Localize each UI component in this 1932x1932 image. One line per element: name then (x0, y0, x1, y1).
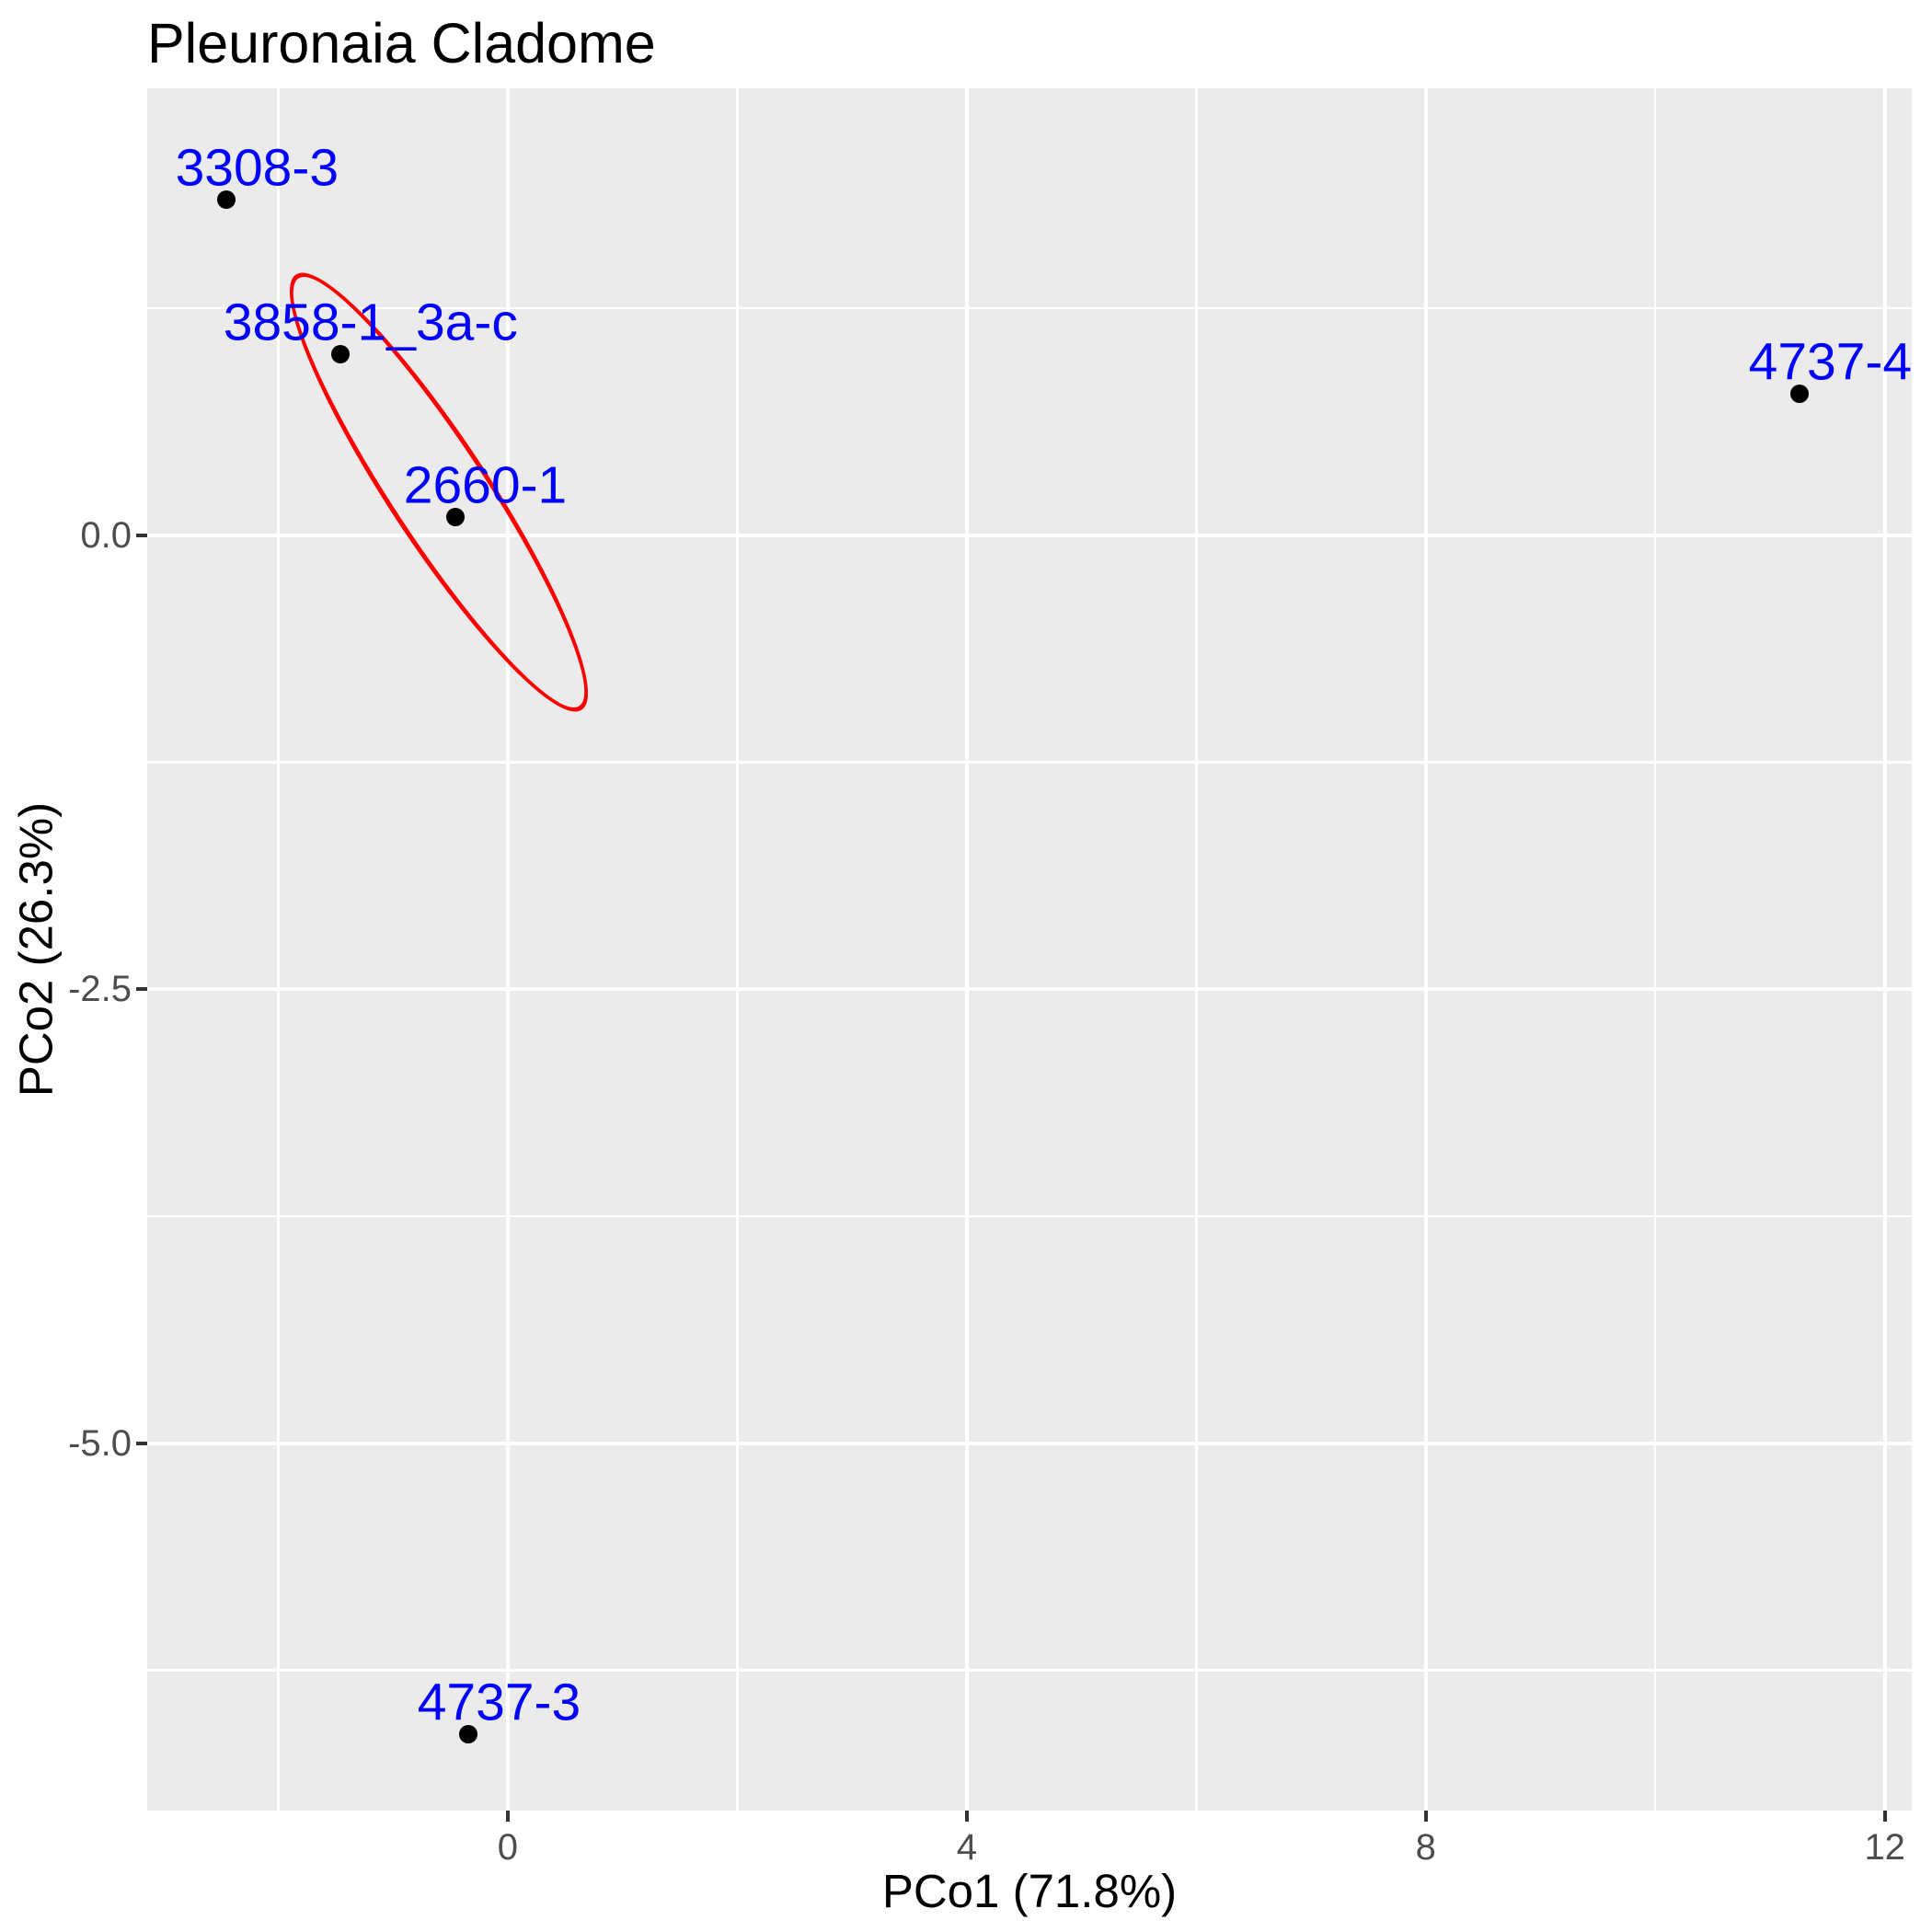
scatter-point (445, 508, 465, 527)
point-label: 2660-1 (403, 455, 568, 515)
major-gridline-vertical (1882, 88, 1887, 1811)
minor-gridline-horizontal (147, 761, 1912, 764)
major-gridline-vertical (505, 88, 510, 1811)
x-axis-tick-label: 4 (956, 1827, 977, 1868)
x-axis-title: PCo1 (71.8%) (881, 1865, 1178, 1917)
y-axis-tick-label: -2.5 (68, 969, 132, 1010)
x-axis-tick-mark (1882, 1811, 1887, 1822)
scatter-point (330, 344, 350, 363)
minor-gridline-horizontal (147, 306, 1912, 310)
y-axis-tick-label: 0.0 (80, 514, 132, 556)
point-label: 4737-4 (1748, 332, 1912, 392)
scatter-point (217, 190, 236, 209)
x-axis-tick-label: 8 (1415, 1827, 1436, 1868)
minor-gridline-vertical (1653, 88, 1657, 1811)
point-label: 4737-3 (417, 1673, 581, 1732)
major-gridline-vertical (1423, 88, 1428, 1811)
y-axis-tick-mark (136, 987, 147, 992)
y-axis-tick-mark (136, 1441, 147, 1445)
plot-title: Pleuronaia Cladome (147, 12, 656, 75)
major-gridline-horizontal (147, 1441, 1912, 1445)
point-label: 3858-1_3a-c (223, 293, 518, 352)
point-label: 3308-3 (175, 138, 339, 198)
plot-panel: 3308-3 3858-1_3a-c 2660-1 4737-4 4737-3 (147, 88, 1912, 1811)
y-axis-title: PCo2 (26.3%) (9, 801, 63, 1098)
scatter-point (1790, 385, 1810, 403)
x-axis-tick-label: 12 (1864, 1827, 1905, 1868)
x-axis-tick-mark (1423, 1811, 1428, 1822)
x-axis-tick-label: 0 (497, 1827, 519, 1868)
x-axis-tick-mark (505, 1811, 510, 1822)
minor-gridline-horizontal (147, 1669, 1912, 1672)
major-gridline-vertical (964, 88, 969, 1811)
scatter-point (459, 1724, 478, 1743)
major-gridline-horizontal (147, 987, 1912, 992)
major-gridline-horizontal (147, 533, 1912, 537)
minor-gridline-vertical (1195, 88, 1198, 1811)
y-axis-tick-label: -5.0 (68, 1422, 132, 1464)
minor-gridline-horizontal (147, 1214, 1912, 1218)
x-axis-tick-mark (964, 1811, 969, 1822)
minor-gridline-vertical (277, 88, 280, 1811)
minor-gridline-vertical (736, 88, 739, 1811)
y-axis-tick-mark (136, 533, 147, 537)
